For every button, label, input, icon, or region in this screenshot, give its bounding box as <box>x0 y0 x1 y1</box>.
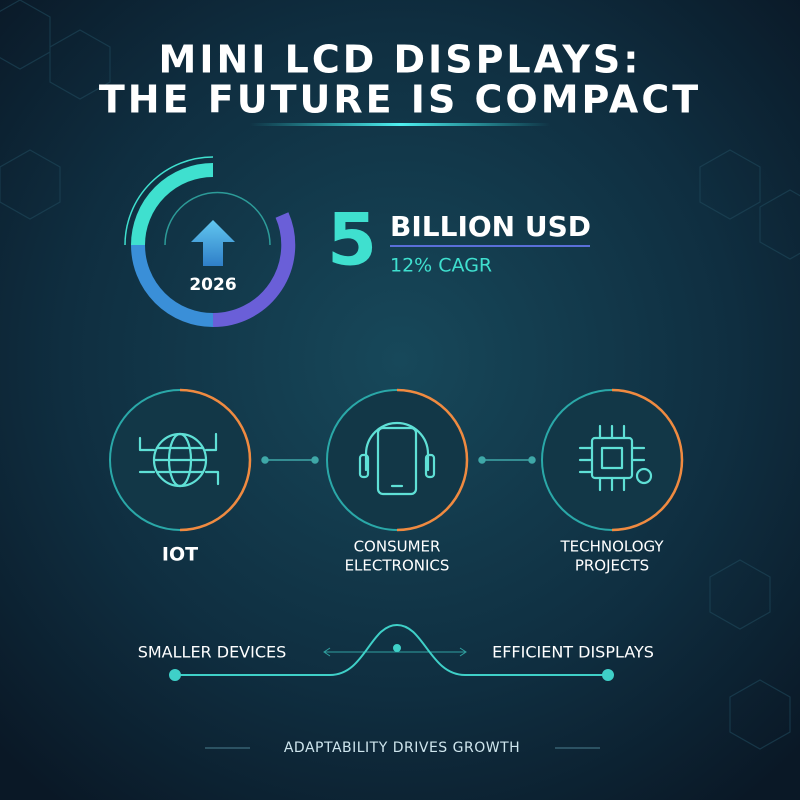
tradeoff-label: SMALLER DEVICES <box>138 643 287 662</box>
app-circles <box>109 388 684 532</box>
growth-gauge <box>124 156 296 328</box>
footer: ADAPTABILITY DRIVES GROWTH <box>284 740 520 756</box>
app-label: CONSUMER <box>354 538 441 556</box>
gauge-year: 2026 <box>189 275 236 295</box>
stat-unit: BILLION USD <box>390 210 591 243</box>
title-line: MINI LCD DISPLAYS: <box>159 38 642 82</box>
iot-icon <box>138 432 220 488</box>
tradeoff-curve <box>169 623 614 681</box>
app-label: PROJECTS <box>575 557 649 575</box>
app-label: ELECTRONICS <box>345 557 450 575</box>
stat-growth: 12% CAGR <box>390 255 492 277</box>
phone-icon <box>358 421 436 496</box>
stat-number: 5 <box>327 198 377 282</box>
tradeoff-label: EFFICIENT DISPLAYS <box>492 643 654 662</box>
title-glow <box>250 123 550 126</box>
app-label: IOT <box>162 544 198 566</box>
app-label: TECHNOLOGY <box>559 538 664 556</box>
title-line: THE FUTURE IS COMPACT <box>99 78 701 122</box>
connectors <box>261 456 536 464</box>
chip-icon <box>578 424 653 492</box>
hex-pattern <box>0 0 800 750</box>
